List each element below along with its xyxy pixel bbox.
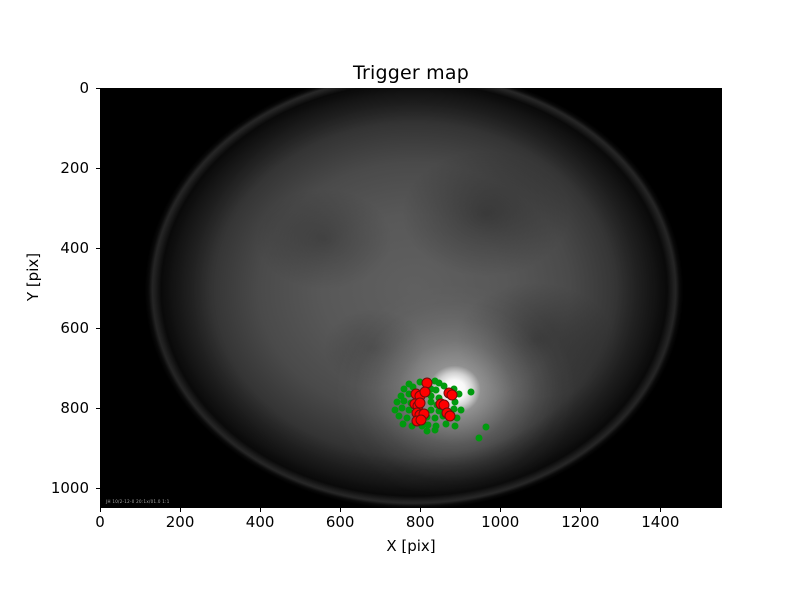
scatter-point [427,406,435,414]
y-tick-label: 1000 [50,479,89,497]
scatter-point [405,406,413,414]
camera-image-disk [100,88,722,508]
scatter-point [391,406,399,414]
camera-timestamp: JH 10/2-12-0 20:1x/01.0 1:1 [106,499,170,504]
scatter-point [403,414,411,422]
x-tick-label: 600 [325,513,355,531]
y-tick-mark [96,168,100,169]
scatter-point [419,386,431,398]
y-tick-label: 800 [60,399,89,417]
scatter-point [399,420,407,428]
scatter-point [398,404,406,412]
scatter-point [482,423,490,431]
y-tick-mark [96,408,100,409]
scatter-point [418,422,426,430]
x-tick-mark [340,508,342,512]
scatter-point [416,378,424,386]
x-tick-label: 400 [245,513,275,531]
scatter-point [393,398,401,406]
scatter-point [435,407,443,415]
scatter-point [446,389,458,401]
scatter-point [427,398,435,406]
scatter-point [435,394,443,402]
scatter-point [451,398,459,406]
scatter-point [409,383,417,391]
scatter-point [457,406,465,414]
x-tick-mark [180,508,182,512]
camera-image-rim [100,88,722,508]
scatter-point [450,385,458,393]
hotspot-glow [100,88,722,508]
scatter-point [440,382,448,390]
y-tick-mark [96,248,100,249]
camera-image-vignette [100,88,722,508]
scatter-point [397,392,405,400]
x-axis-label: X [pix] [386,537,436,555]
scatter-point [451,422,459,430]
scatter-point [423,427,431,435]
scatter-point [431,426,439,434]
page-title: Trigger map [353,62,469,84]
x-tick-mark [660,508,662,512]
plot-area[interactable]: JH 10/2-12-0 20:1x/01.0 1:1 [100,88,722,508]
scatter-point [400,397,408,405]
scatter-point [435,379,443,387]
y-tick-mark [96,88,100,89]
scatter-point [431,377,439,385]
x-tick-label: 800 [405,513,435,531]
x-tick-mark [500,508,502,512]
scatter-point [405,390,413,398]
scatter-point [415,414,427,426]
scatter-point [424,421,432,429]
scatter-point [427,392,435,400]
scatter-point [431,414,439,422]
scatter-point [400,385,408,393]
scatter-point [432,422,440,430]
scatter-point [450,405,458,413]
y-tick-label: 0 [79,79,89,97]
scatter-point [427,385,435,393]
x-tick-mark [580,508,582,512]
x-tick-label: 0 [95,513,105,531]
x-tick-mark [100,508,101,512]
scatter-point [455,390,463,398]
scatter-point [467,388,475,396]
y-tick-label: 600 [60,319,89,337]
x-tick-mark [260,508,262,512]
x-tick-label: 200 [165,513,195,531]
hotspot-core [100,88,722,508]
camera-image-shading [100,88,722,508]
scatter-point [408,422,416,430]
scatter-point [442,420,450,428]
x-tick-label: 1400 [641,513,680,531]
y-axis-label: Y [pix] [24,252,42,302]
y-tick-mark [96,328,100,329]
x-tick-label: 1000 [481,513,520,531]
x-tick-label: 1200 [561,513,600,531]
x-tick-mark [420,508,422,512]
scatter-point [432,386,440,394]
y-tick-label: 400 [60,239,89,257]
scatter-point [405,380,413,388]
scatter-point [453,414,461,422]
scatter-point [395,412,403,420]
scatter-point [475,434,483,442]
scatter-point [444,410,456,422]
y-tick-label: 200 [60,159,89,177]
y-tick-mark [96,488,100,489]
